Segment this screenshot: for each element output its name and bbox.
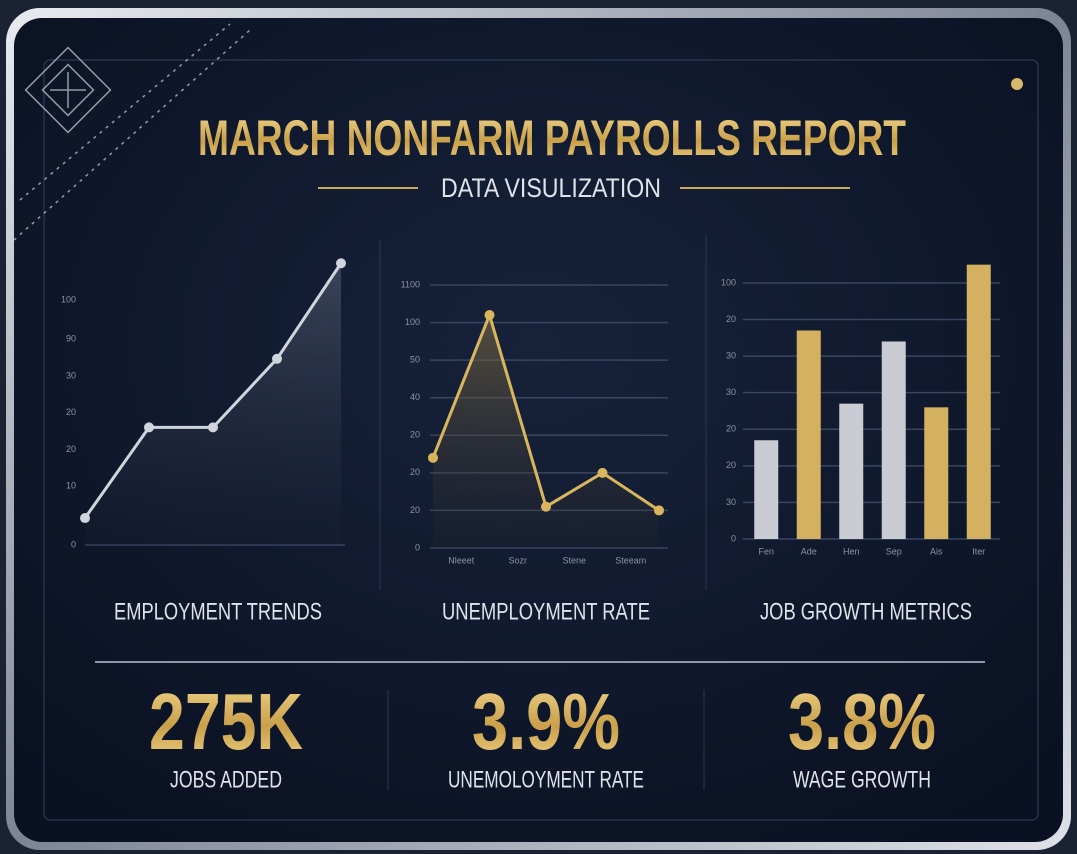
y-tick-label: 20 — [726, 314, 736, 324]
y-tick-label: 100 — [721, 277, 736, 287]
x-tick-label: Sep — [886, 546, 902, 556]
bar — [881, 341, 906, 539]
y-tick-label: 20 — [726, 424, 736, 434]
y-tick-label: 20 — [66, 407, 76, 417]
chart-title: EMPLOYMENT TRENDS — [114, 598, 322, 625]
area — [433, 315, 659, 548]
stat-label: UNEMOLOYMENT RATE — [448, 766, 644, 793]
bar — [924, 407, 949, 539]
bar — [796, 330, 821, 539]
y-tick-label: 100 — [61, 294, 76, 304]
x-tick-label: Iter — [972, 546, 985, 556]
point — [80, 513, 90, 524]
y-tick-label: 10 — [66, 481, 76, 491]
point — [208, 422, 218, 433]
x-tick-label: Ais — [930, 546, 943, 556]
y-tick-label: 30 — [726, 350, 736, 360]
x-tick-label: Nleeet — [448, 555, 475, 565]
bar — [754, 440, 779, 539]
title: MARCH NONFARM PAYROLLS REPORT — [198, 110, 906, 166]
y-tick-label: 50 — [410, 355, 420, 365]
stat-label: JOBS ADDED — [170, 766, 282, 793]
inner-border — [43, 59, 1039, 821]
y-tick-label: 20 — [410, 430, 420, 440]
stat-value: 3.8% — [788, 677, 936, 766]
ornament — [13, 23, 251, 241]
y-tick-label: 100 — [405, 317, 420, 327]
x-tick-label: Steeam — [615, 555, 646, 565]
x-tick-label: Sozr — [508, 555, 527, 565]
y-tick-label: 30 — [726, 387, 736, 397]
y-tick-label: 1100 — [401, 279, 420, 289]
chart-title: UNEMPLOYMENT RATE — [442, 598, 650, 625]
stat-value: 275K — [149, 677, 303, 766]
point — [597, 467, 608, 478]
y-tick-label: 0 — [71, 539, 76, 549]
y-tick-label: 30 — [66, 370, 76, 380]
bar — [966, 264, 991, 539]
stat-value: 3.9% — [472, 677, 620, 766]
y-tick-label: 20 — [66, 444, 76, 454]
point — [144, 422, 154, 433]
x-tick-label: Fen — [758, 546, 774, 556]
y-tick-label: 20 — [726, 460, 736, 470]
panel — [14, 18, 1063, 842]
chart-title: JOB GROWTH METRICS — [760, 598, 972, 625]
point — [336, 258, 346, 269]
y-tick-label: 20 — [410, 467, 420, 477]
x-tick-label: Hen — [843, 546, 860, 556]
area — [85, 263, 341, 545]
stat-label: WAGE GROWTH — [793, 766, 931, 793]
dot — [1011, 78, 1023, 90]
y-tick-label: 0 — [731, 533, 736, 543]
x-tick-label: Ade — [801, 546, 817, 556]
point — [272, 353, 282, 364]
point — [541, 501, 551, 512]
y-tick-label: 40 — [410, 392, 420, 402]
point — [484, 310, 495, 321]
y-tick-label: 20 — [410, 505, 420, 515]
subtitle: DATA VISULIZATION — [441, 173, 661, 203]
point — [654, 505, 664, 516]
y-tick-label: 90 — [66, 334, 76, 344]
point — [428, 452, 438, 463]
x-tick-label: Stene — [562, 555, 586, 565]
bar — [839, 403, 864, 539]
y-tick-label: 30 — [726, 497, 736, 507]
y-tick-label: 0 — [415, 542, 420, 552]
